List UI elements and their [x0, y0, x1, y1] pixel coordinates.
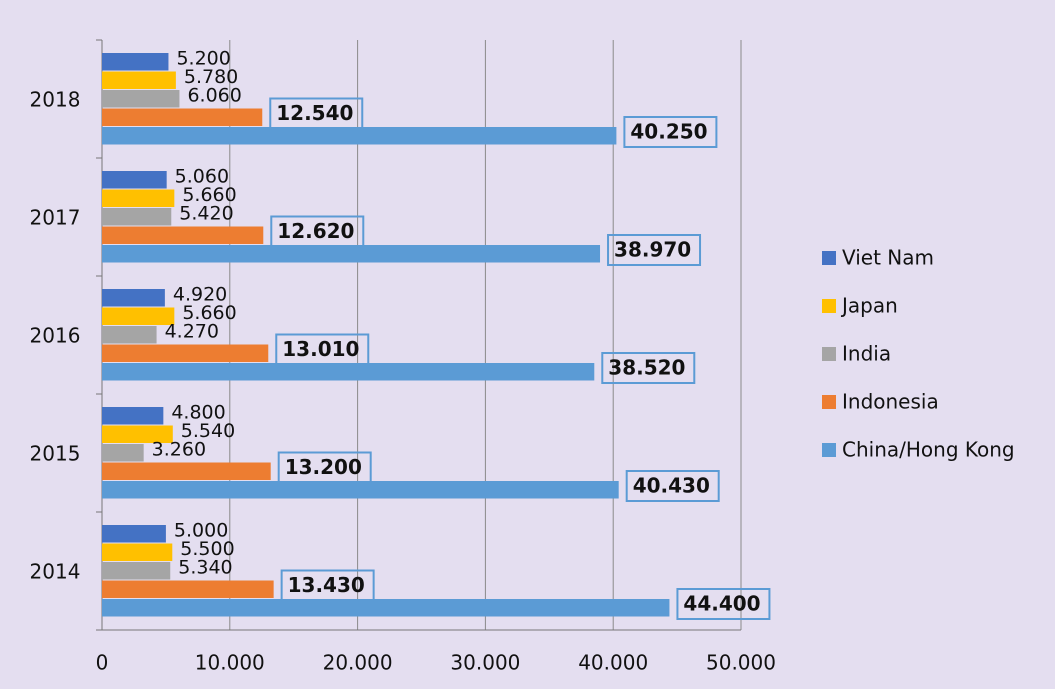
data-label: 13.430 — [288, 573, 365, 597]
legend-label: Viet Nam — [842, 246, 934, 270]
data-label: 40.250 — [630, 120, 707, 144]
chart: 010.00020.00030.00040.00050.00020145.000… — [0, 0, 1055, 689]
bar — [102, 562, 170, 580]
x-tick-label: 30.000 — [450, 651, 520, 675]
bar — [102, 599, 669, 617]
data-label: 5.340 — [178, 557, 232, 579]
y-tick-label: 2017 — [30, 206, 81, 230]
data-label: 6.060 — [187, 85, 241, 107]
data-label: 40.430 — [633, 474, 710, 498]
data-label: 44.400 — [683, 592, 760, 616]
y-tick-label: 2018 — [30, 88, 81, 112]
bar — [102, 444, 144, 462]
data-label: 13.010 — [282, 337, 359, 361]
data-label: 5.420 — [179, 203, 233, 225]
x-tick-label: 0 — [96, 651, 109, 675]
legend-label: Indonesia — [842, 390, 939, 414]
bar — [102, 289, 165, 307]
bar — [102, 481, 619, 499]
bar — [102, 308, 174, 326]
bar — [102, 363, 594, 381]
bar — [102, 53, 168, 71]
bar — [102, 463, 271, 481]
bar — [102, 245, 600, 263]
data-label: 3.260 — [152, 439, 206, 461]
x-tick-label: 10.000 — [195, 651, 265, 675]
bar — [102, 72, 176, 90]
bar — [102, 208, 171, 226]
bar — [102, 581, 274, 599]
bar — [102, 90, 179, 108]
legend-swatch — [822, 347, 836, 361]
data-label: 38.520 — [608, 356, 685, 380]
bar — [102, 227, 263, 245]
x-tick-label: 40.000 — [578, 651, 648, 675]
x-tick-label: 50.000 — [706, 651, 776, 675]
legend-swatch — [822, 299, 836, 313]
legend-swatch — [822, 251, 836, 265]
y-tick-label: 2015 — [30, 442, 81, 466]
bar — [102, 326, 157, 344]
y-tick-label: 2016 — [30, 324, 81, 348]
legend-label: India — [842, 342, 891, 366]
data-label: 12.620 — [277, 219, 354, 243]
bar — [102, 171, 167, 189]
bar — [102, 525, 166, 543]
data-label: 13.200 — [285, 455, 362, 479]
data-label: 38.970 — [614, 238, 691, 262]
data-label: 12.540 — [276, 101, 353, 125]
bar — [102, 109, 262, 127]
legend-swatch — [822, 443, 836, 457]
legend-label: China/Hong Kong — [842, 438, 1015, 462]
legend-label: Japan — [840, 294, 898, 318]
bar — [102, 407, 163, 425]
y-tick-label: 2014 — [30, 560, 81, 584]
bar — [102, 544, 172, 562]
legend-swatch — [822, 395, 836, 409]
bar — [102, 190, 174, 208]
x-tick-label: 20.000 — [323, 651, 393, 675]
bar — [102, 127, 616, 145]
data-label: 4.270 — [165, 321, 219, 343]
bar — [102, 345, 268, 363]
